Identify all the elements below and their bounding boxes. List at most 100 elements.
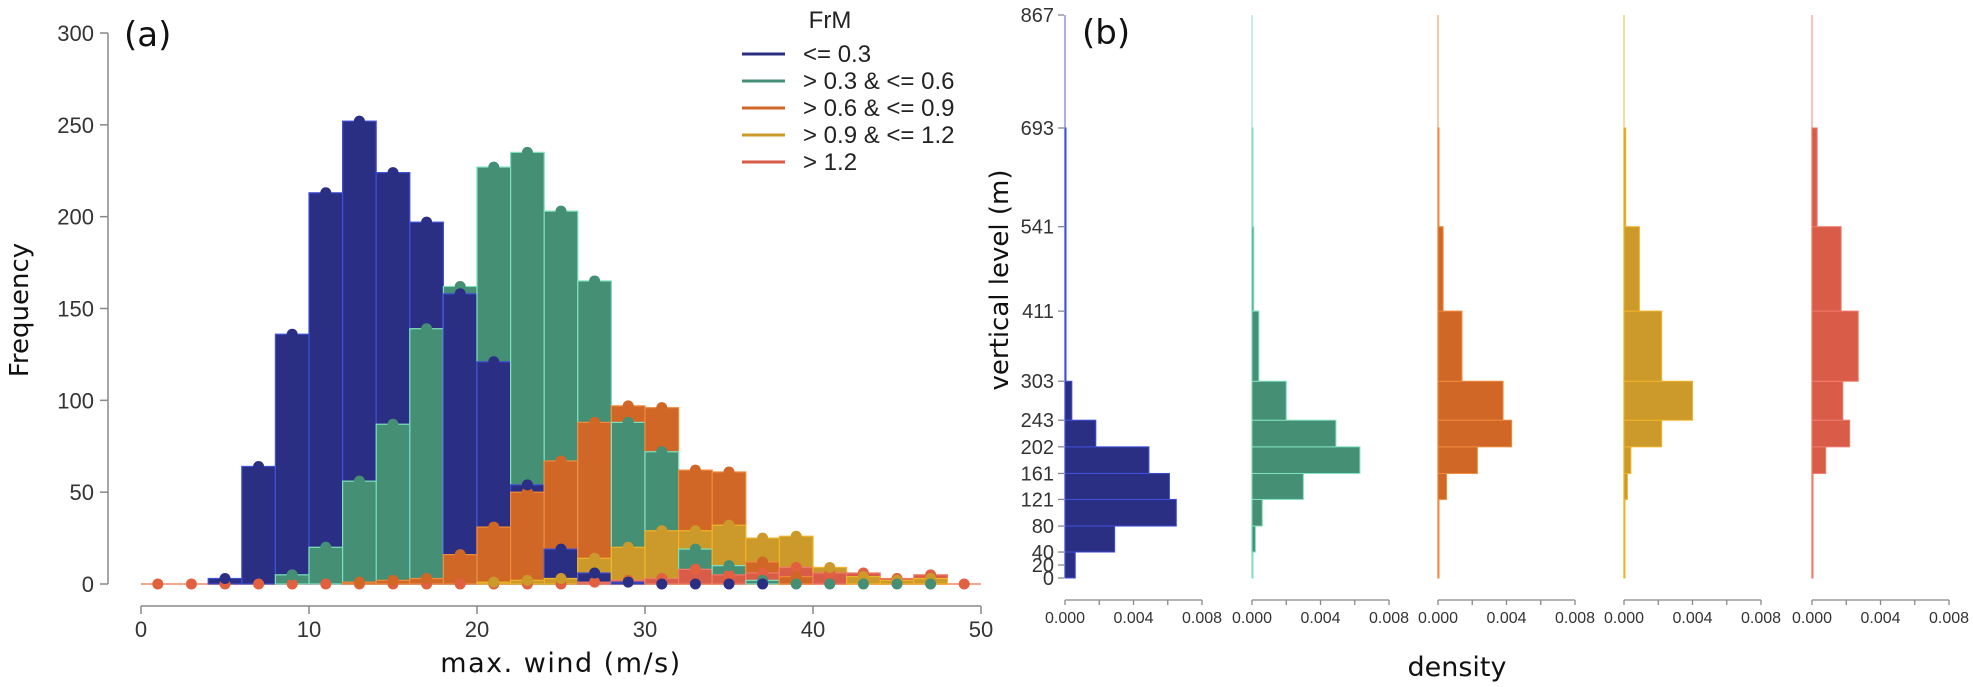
panel-a-y-axis: 0 50 100 150 200 250 300 xyxy=(57,21,109,597)
point-4-18 xyxy=(454,578,466,590)
density-tick-label: 0.000 xyxy=(1418,610,1458,627)
point-1-38 xyxy=(790,578,802,590)
density-bar-0-161 xyxy=(1064,446,1150,474)
bar-2-20 xyxy=(476,526,512,585)
point-1-30 xyxy=(656,446,668,458)
point-1-16 xyxy=(421,323,433,335)
point-0-26 xyxy=(589,567,601,579)
point-0-22 xyxy=(521,479,533,491)
point-1-46 xyxy=(925,578,937,590)
density-bar-2-303 xyxy=(1437,310,1463,382)
point-0-10 xyxy=(320,187,332,199)
point-0-6 xyxy=(253,460,265,472)
panel-b-y-axis-title: vertical level (m) xyxy=(985,170,1015,391)
density-tick-label: 0.000 xyxy=(1604,610,1644,627)
density-bar-4-80 xyxy=(1811,498,1814,527)
density-bar-3-303 xyxy=(1623,310,1663,382)
point-3-32 xyxy=(689,525,701,537)
density-tick-label: 0.008 xyxy=(1741,610,1781,627)
bar-0-6 xyxy=(241,465,277,585)
y-tick-label: 150 xyxy=(57,297,94,322)
density-tick-label: 0.000 xyxy=(1045,610,1085,627)
panel-b-label: (b) xyxy=(1082,13,1130,53)
density-bar-3-80 xyxy=(1623,498,1626,527)
point-1-22 xyxy=(521,146,533,158)
level-tick-label: 121 xyxy=(1021,489,1054,511)
density-bar-3-161 xyxy=(1623,446,1632,474)
point-1-40 xyxy=(824,578,836,590)
density-bar-2-121 xyxy=(1437,472,1448,500)
density-bar-0-40 xyxy=(1064,525,1116,553)
point-0-32 xyxy=(689,578,701,590)
level-tick-label: 693 xyxy=(1021,118,1054,140)
point-2-12 xyxy=(353,576,365,588)
bar-1-14 xyxy=(375,423,411,585)
point-0-30 xyxy=(656,578,668,590)
panel-a-x-axis: 0 10 20 30 40 50 xyxy=(135,605,993,642)
density-bar-4-303 xyxy=(1811,310,1859,382)
panel-a-frequency-histogram: 0 50 100 150 200 250 300 0 10 20 30 40 50 (a) Frequ… xyxy=(5,7,993,679)
density-bar-1-161 xyxy=(1251,446,1361,474)
point-4-0 xyxy=(152,578,164,590)
x-tick-label: 10 xyxy=(297,617,321,642)
point-4-26 xyxy=(589,576,601,588)
point-0-8 xyxy=(286,328,298,340)
bar-0-10 xyxy=(308,192,344,585)
density-bar-4-161 xyxy=(1811,446,1827,474)
x-tick-label: 0 xyxy=(135,617,147,642)
level-tick-label: 411 xyxy=(1022,301,1054,323)
bar-0-18 xyxy=(442,293,478,585)
density-bar-1-541 xyxy=(1251,127,1254,228)
density-bar-1-40 xyxy=(1251,525,1256,553)
point-0-14 xyxy=(387,167,399,179)
density-bar-4-202 xyxy=(1811,419,1851,448)
density-bar-4-0 xyxy=(1811,551,1814,579)
density-subplot-4: 0.000 0.004 0.008 xyxy=(1792,15,1969,627)
legend-label-1: > 0.3 & <= 0.6 xyxy=(803,68,954,95)
bar-0-8 xyxy=(274,333,310,585)
density-tick-label: 0.000 xyxy=(1792,610,1832,627)
bar-2-22 xyxy=(510,491,545,585)
point-3-30 xyxy=(656,525,668,537)
point-3-20 xyxy=(488,576,500,588)
density-tick-label: 0.004 xyxy=(1113,610,1153,627)
point-3-40 xyxy=(824,561,836,573)
level-tick-label: 541 xyxy=(1021,217,1054,239)
point-2-36 xyxy=(757,556,769,568)
density-bar-0-243 xyxy=(1064,380,1073,421)
point-1-34 xyxy=(723,560,735,572)
density-bar-4-40 xyxy=(1811,525,1814,553)
level-tick-label: 80 xyxy=(1032,516,1054,538)
legend-label-2: > 0.6 & <= 0.9 xyxy=(803,95,954,122)
level-tick-label: 40 xyxy=(1032,542,1054,564)
point-2-20 xyxy=(488,521,500,533)
density-bar-4-121 xyxy=(1811,472,1814,500)
density-tick-label: 0.008 xyxy=(1929,610,1969,627)
panel-b-x-axis-title: density xyxy=(1408,652,1507,683)
point-2-24 xyxy=(555,455,567,467)
point-1-24 xyxy=(555,205,567,217)
density-bar-4-541 xyxy=(1811,127,1818,228)
density-bar-3-121 xyxy=(1623,472,1628,500)
legend-label-4: > 1.2 xyxy=(803,149,857,176)
density-bar-0-0 xyxy=(1064,551,1076,579)
density-bar-3-243 xyxy=(1623,380,1693,421)
density-bar-0-80 xyxy=(1064,498,1177,527)
point-0-24 xyxy=(555,543,567,555)
point-2-30 xyxy=(656,402,668,414)
point-1-32 xyxy=(689,543,701,555)
density-bar-2-541 xyxy=(1437,127,1440,228)
point-4-10 xyxy=(320,578,332,590)
point-1-42 xyxy=(857,578,869,590)
point-2-34 xyxy=(723,466,735,478)
point-1-12 xyxy=(353,475,365,487)
x-tick-label: 20 xyxy=(465,617,489,642)
density-bar-1-0 xyxy=(1251,551,1254,579)
density-bar-1-80 xyxy=(1251,498,1263,527)
point-1-20 xyxy=(488,161,500,173)
level-tick-label: 867 xyxy=(1021,5,1054,27)
panel-a-x-axis-title: max. wind (m/s) xyxy=(440,648,681,679)
point-0-18 xyxy=(454,288,466,300)
